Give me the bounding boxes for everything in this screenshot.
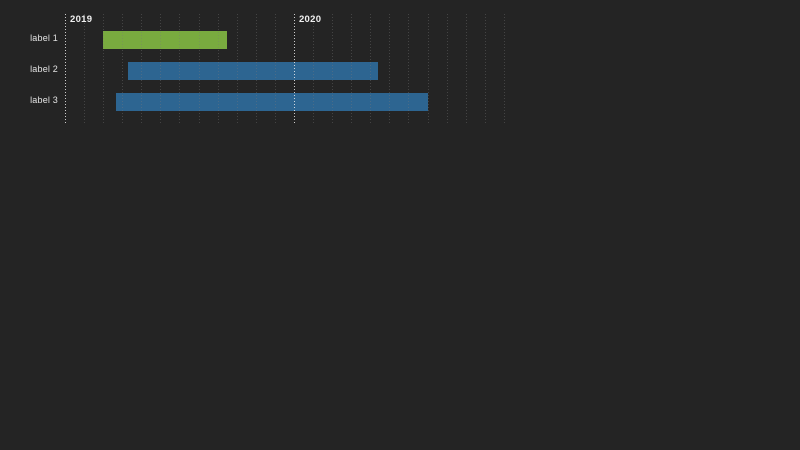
month-gridline [351,14,353,123]
month-gridline [446,14,448,123]
year-tick-label: 2020 [298,14,322,25]
month-gridline [179,14,181,123]
month-gridline [503,14,505,123]
month-gridline [198,14,200,123]
year-tick-label: 2019 [70,14,93,25]
gantt-chart: label 1 label 2 label 3 2019 2020 [0,0,520,140]
month-gridline [408,14,410,123]
month-gridline [370,14,372,123]
month-gridline [84,14,86,123]
month-gridline [217,14,219,123]
gantt-bar-label-1 [103,31,228,49]
month-gridline [427,14,429,123]
month-gridline [484,14,486,123]
row-label: label 2 [30,63,58,74]
month-gridline [465,14,467,123]
year-gridline [65,14,66,123]
month-gridline [313,14,315,123]
gantt-bar-label-2 [127,62,378,80]
row-label: label 1 [30,32,58,43]
month-gridline [160,14,162,123]
month-gridline [122,14,124,123]
month-gridline [332,14,334,123]
month-gridline [389,14,391,123]
gantt-bar-label-3 [115,93,428,111]
month-gridline [103,14,105,123]
year-gridline [293,14,295,123]
month-gridline [274,14,276,123]
row-label: label 3 [30,94,58,105]
month-gridline [141,14,143,123]
month-gridline [255,14,257,123]
month-gridline [236,14,238,123]
